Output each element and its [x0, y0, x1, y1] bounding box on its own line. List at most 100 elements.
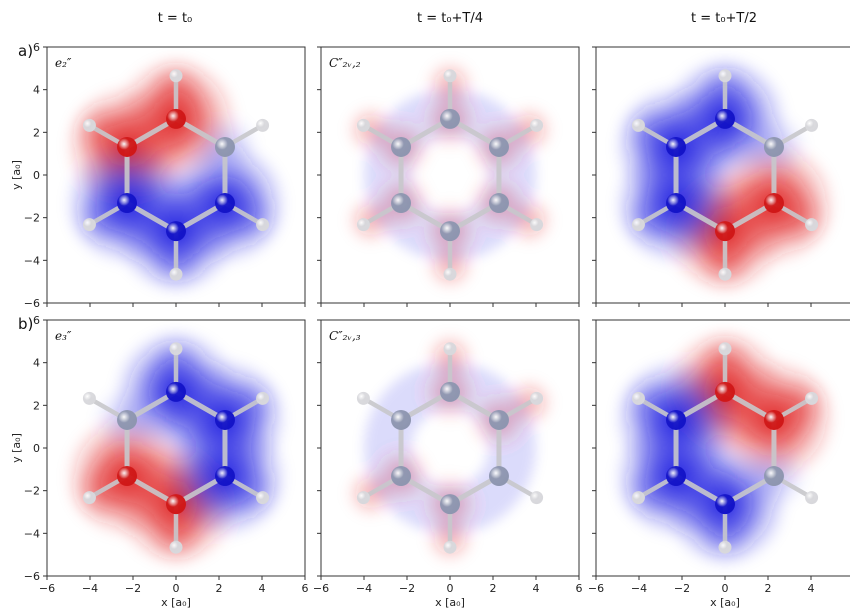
hydrogen-atom — [443, 69, 457, 83]
panel: e₂″ 6 4 2 0 −2 −4 −6 y [a₀] — [10, 41, 306, 310]
hydrogen-atom — [805, 118, 819, 132]
carbon-atom — [440, 221, 460, 242]
carbon-atom — [715, 494, 735, 515]
carbon-atom — [391, 466, 412, 487]
y-tick-label: 0 — [33, 169, 40, 182]
carbon-atom — [440, 494, 460, 515]
atoms — [356, 342, 544, 554]
hydrogen-atom — [631, 491, 645, 505]
hydrogen-atom — [631, 391, 645, 405]
y-tick-label: 2 — [33, 126, 40, 139]
carbon-atom — [214, 136, 235, 157]
y-tick-label: −6 — [24, 570, 40, 583]
x-tick-label: 0 — [722, 582, 729, 595]
carbon-atom — [715, 381, 735, 402]
panel-label: C″₂ᵥ,₂ — [329, 56, 361, 70]
hydrogen-atom — [169, 69, 183, 83]
y-tick-label: −4 — [24, 254, 40, 267]
carbon-atom — [166, 108, 186, 129]
hydrogen-atom — [530, 118, 544, 132]
carbon-atom — [391, 409, 412, 430]
atoms — [631, 69, 819, 281]
column-title: t = t₀+T/2 — [691, 11, 757, 26]
hydrogen-atom — [169, 267, 183, 281]
y-tick-label: −2 — [24, 212, 40, 225]
carbon-atom — [715, 108, 735, 129]
y-tick-label: −4 — [24, 527, 40, 540]
x-tick-label: 2 — [490, 582, 497, 595]
panel-label: e₂″ — [55, 56, 72, 70]
y-axis-label: y [a₀] — [10, 160, 23, 190]
hydrogen-atom — [256, 491, 270, 505]
carbon-atom — [488, 193, 509, 214]
panel-content — [64, 56, 288, 294]
hydrogen-atom — [718, 342, 732, 356]
carbon-atom — [666, 193, 687, 214]
column-title: t = t₀ — [158, 11, 193, 26]
row-label: b) — [18, 315, 33, 333]
carbon-atom — [715, 221, 735, 242]
x-axis-label: x [a₀] — [435, 596, 465, 609]
hydrogen-atom — [530, 391, 544, 405]
carbon-atom — [763, 136, 784, 157]
carbon-atom — [440, 108, 460, 129]
hydrogen-atom — [82, 491, 96, 505]
hydrogen-atom — [356, 391, 370, 405]
y-tick-label: 4 — [33, 357, 40, 370]
x-tick-label: 0 — [447, 582, 454, 595]
x-tick-label: 2 — [765, 582, 772, 595]
carbon-atom — [488, 409, 509, 430]
panel: C″₂ᵥ,₂ — [317, 46, 580, 307]
carbon-atom — [488, 136, 509, 157]
carbon-atom — [666, 409, 687, 430]
panel: e₃″ 6 4 2 0 −2 −4 −6−6 −4 −2 0 2 4 6 x [a₀] y [a₀] — [10, 314, 309, 609]
hydrogen-atom — [718, 267, 732, 281]
atoms — [82, 342, 270, 554]
panel-content — [613, 329, 837, 567]
x-tick-label: 0 — [173, 582, 180, 595]
carbon-atom — [166, 221, 186, 242]
hydrogen-atom — [805, 218, 819, 232]
carbon-atom — [440, 381, 460, 402]
hydrogen-atom — [356, 491, 370, 505]
y-tick-label: 6 — [33, 314, 40, 327]
carbon-atom — [391, 136, 412, 157]
y-tick-label: 0 — [33, 442, 40, 455]
x-tick-label: −6 — [313, 582, 329, 595]
x-tick-label: 2 — [216, 582, 223, 595]
row-label: a) — [18, 42, 33, 60]
x-tick-label: −2 — [125, 582, 141, 595]
hydrogen-atom — [82, 391, 96, 405]
x-tick-label: 4 — [808, 582, 815, 595]
hydrogen-atom — [805, 391, 819, 405]
panel-content — [345, 331, 555, 565]
hydrogen-atom — [631, 218, 645, 232]
carbon-atom — [214, 193, 235, 214]
hydrogen-atom — [443, 267, 457, 281]
hydrogen-atom — [356, 118, 370, 132]
hydrogen-atom — [631, 118, 645, 132]
hydrogen-atom — [82, 118, 96, 132]
hydrogen-atom — [256, 118, 270, 132]
x-tick-label: −4 — [356, 582, 372, 595]
carbon-atom — [117, 193, 138, 214]
carbon-atom — [666, 466, 687, 487]
panel-content — [345, 58, 555, 292]
hydrogen-atom — [718, 69, 732, 83]
carbon-atom — [166, 494, 186, 515]
x-tick-label: −2 — [399, 582, 415, 595]
carbon-atom — [166, 381, 186, 402]
y-tick-label: 2 — [33, 399, 40, 412]
hydrogen-atom — [169, 540, 183, 554]
x-tick-label: −4 — [631, 582, 647, 595]
panel-content — [613, 56, 837, 294]
atoms — [356, 69, 544, 281]
panel-label: C″₂ᵥ,₃ — [329, 329, 361, 343]
carbon-atom — [666, 136, 687, 157]
carbon-atom — [117, 409, 138, 430]
panel-label: e₃″ — [55, 329, 72, 343]
y-tick-label: −2 — [24, 485, 40, 498]
hydrogen-atom — [718, 540, 732, 554]
carbon-atom — [117, 136, 138, 157]
